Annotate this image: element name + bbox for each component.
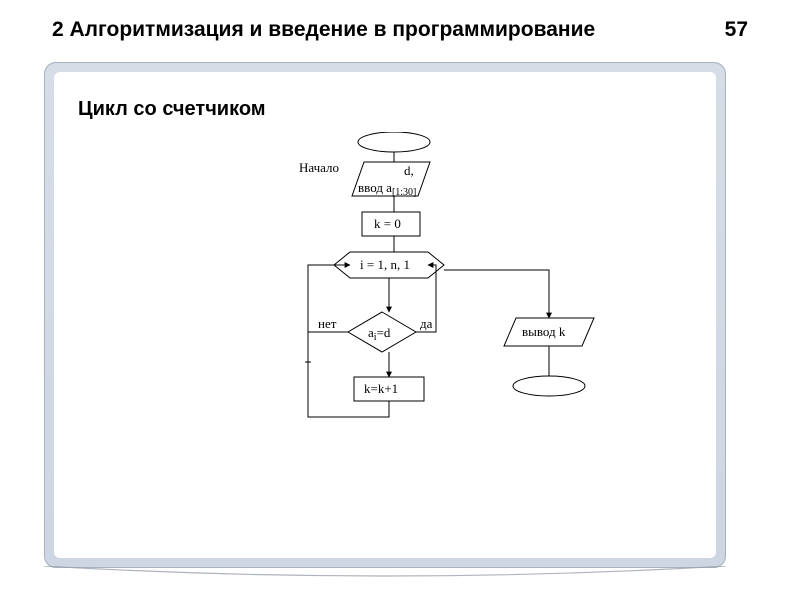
slide-inner: Цикл со счетчиком Начало d, ввод a[1:30]	[54, 72, 716, 558]
flowchart: Начало d, ввод a[1:30] k = 0 i = 1, n, 1	[234, 132, 674, 492]
page-title: 2 Алгоритмизация и введение в программир…	[52, 18, 595, 42]
page-number: 57	[725, 18, 748, 42]
terminator-bottom	[513, 376, 585, 396]
terminator-top	[358, 132, 430, 152]
output-label: вывод k	[522, 324, 566, 339]
slide-card: Цикл со счетчиком Начало d, ввод a[1:30]	[44, 62, 726, 568]
loop-label: i = 1, n, 1	[360, 257, 410, 272]
card-shadow	[44, 566, 726, 580]
edge	[444, 270, 549, 318]
init-label: k = 0	[374, 216, 401, 231]
decision-no: нет	[318, 316, 337, 331]
start-label: Начало	[299, 160, 339, 175]
input-line1: d,	[404, 163, 414, 178]
increment-label: k=k+1	[364, 381, 398, 396]
decision-yes: да	[420, 316, 433, 331]
card-title: Цикл со счетчиком	[78, 98, 266, 121]
